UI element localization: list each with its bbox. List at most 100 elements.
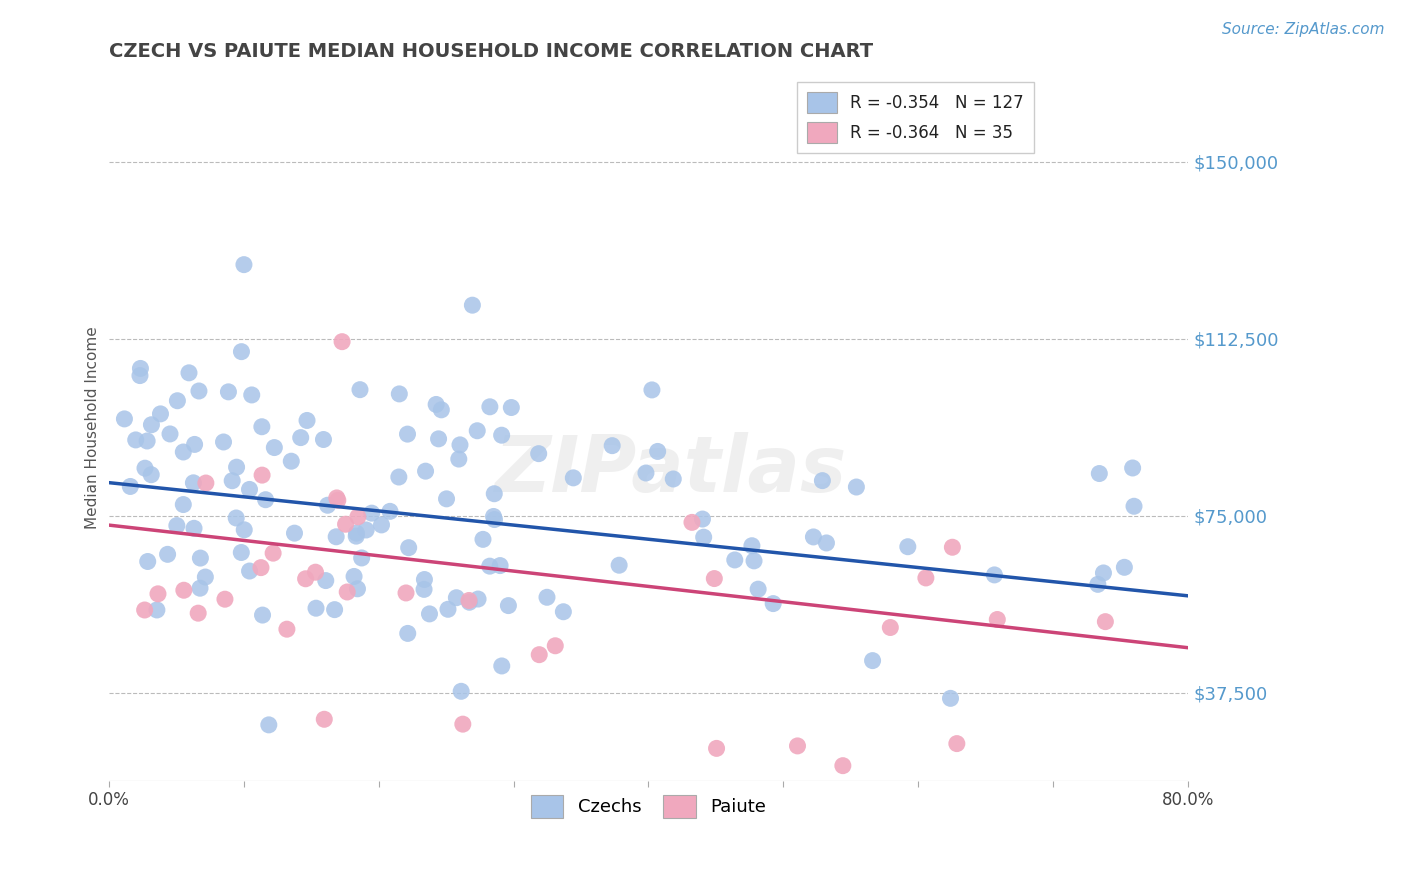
Point xyxy=(742,554,765,568)
Point xyxy=(388,387,411,401)
Point xyxy=(315,574,337,588)
Point xyxy=(562,471,585,485)
Point xyxy=(449,438,471,452)
Point xyxy=(173,583,195,598)
Point xyxy=(343,569,366,583)
Point xyxy=(634,466,657,480)
Point xyxy=(330,334,353,349)
Point xyxy=(862,654,884,668)
Point xyxy=(231,545,253,559)
Point xyxy=(252,608,274,623)
Point xyxy=(326,491,349,505)
Point xyxy=(703,572,725,586)
Point xyxy=(446,591,468,605)
Point xyxy=(172,445,194,459)
Point xyxy=(491,428,513,442)
Point xyxy=(803,530,825,544)
Point xyxy=(238,564,260,578)
Point xyxy=(254,492,277,507)
Point xyxy=(280,454,302,468)
Point xyxy=(553,605,575,619)
Point xyxy=(939,691,962,706)
Point xyxy=(159,426,181,441)
Point xyxy=(662,472,685,486)
Point xyxy=(326,493,349,508)
Point xyxy=(316,498,339,512)
Point xyxy=(225,511,247,525)
Point xyxy=(465,424,488,438)
Point xyxy=(501,401,523,415)
Point xyxy=(136,434,159,448)
Point xyxy=(447,452,470,467)
Point xyxy=(233,258,256,272)
Point xyxy=(149,407,172,421)
Point xyxy=(458,595,481,609)
Point xyxy=(238,483,260,497)
Point xyxy=(478,400,501,414)
Point xyxy=(156,547,179,561)
Point xyxy=(388,470,411,484)
Point xyxy=(396,427,419,442)
Point xyxy=(350,551,373,566)
Point xyxy=(986,613,1008,627)
Point xyxy=(484,487,506,501)
Point xyxy=(427,432,450,446)
Point xyxy=(430,402,453,417)
Point xyxy=(811,474,834,488)
Point xyxy=(395,586,418,600)
Point xyxy=(134,603,156,617)
Point xyxy=(413,573,436,587)
Point xyxy=(129,361,152,376)
Point xyxy=(815,536,838,550)
Point xyxy=(187,606,209,620)
Point xyxy=(491,659,513,673)
Point xyxy=(600,439,623,453)
Point xyxy=(692,512,714,526)
Point xyxy=(527,447,550,461)
Point xyxy=(312,433,335,447)
Point xyxy=(314,712,336,726)
Legend: Czechs, Paiute: Czechs, Paiute xyxy=(523,788,773,825)
Point xyxy=(482,509,505,524)
Point xyxy=(177,366,200,380)
Point xyxy=(536,591,558,605)
Point xyxy=(741,539,763,553)
Point xyxy=(290,431,312,445)
Point xyxy=(250,560,273,574)
Point xyxy=(295,413,318,427)
Point xyxy=(706,741,728,756)
Text: CZECH VS PAIUTE MEDIAN HOUSEHOLD INCOME CORRELATION CHART: CZECH VS PAIUTE MEDIAN HOUSEHOLD INCOME … xyxy=(108,42,873,61)
Point xyxy=(263,441,285,455)
Point xyxy=(437,602,460,616)
Point xyxy=(472,533,495,547)
Point xyxy=(461,298,484,312)
Point xyxy=(276,622,298,636)
Point xyxy=(214,592,236,607)
Point xyxy=(257,718,280,732)
Point xyxy=(188,581,211,595)
Point xyxy=(346,582,368,596)
Point xyxy=(897,540,920,554)
Point xyxy=(467,592,489,607)
Point xyxy=(941,541,963,555)
Point xyxy=(134,461,156,475)
Point xyxy=(1092,566,1115,580)
Point xyxy=(231,344,253,359)
Point xyxy=(641,383,664,397)
Point xyxy=(436,491,458,506)
Point xyxy=(692,530,714,544)
Point xyxy=(845,480,868,494)
Point xyxy=(724,553,747,567)
Point xyxy=(1123,500,1146,514)
Point xyxy=(1122,461,1144,475)
Point xyxy=(129,368,152,383)
Point xyxy=(346,526,368,541)
Y-axis label: Median Household Income: Median Household Income xyxy=(86,326,100,529)
Point xyxy=(360,506,382,520)
Point xyxy=(544,639,567,653)
Point xyxy=(141,417,163,432)
Point xyxy=(336,585,359,599)
Point xyxy=(125,433,148,447)
Point xyxy=(347,509,370,524)
Point xyxy=(120,479,142,493)
